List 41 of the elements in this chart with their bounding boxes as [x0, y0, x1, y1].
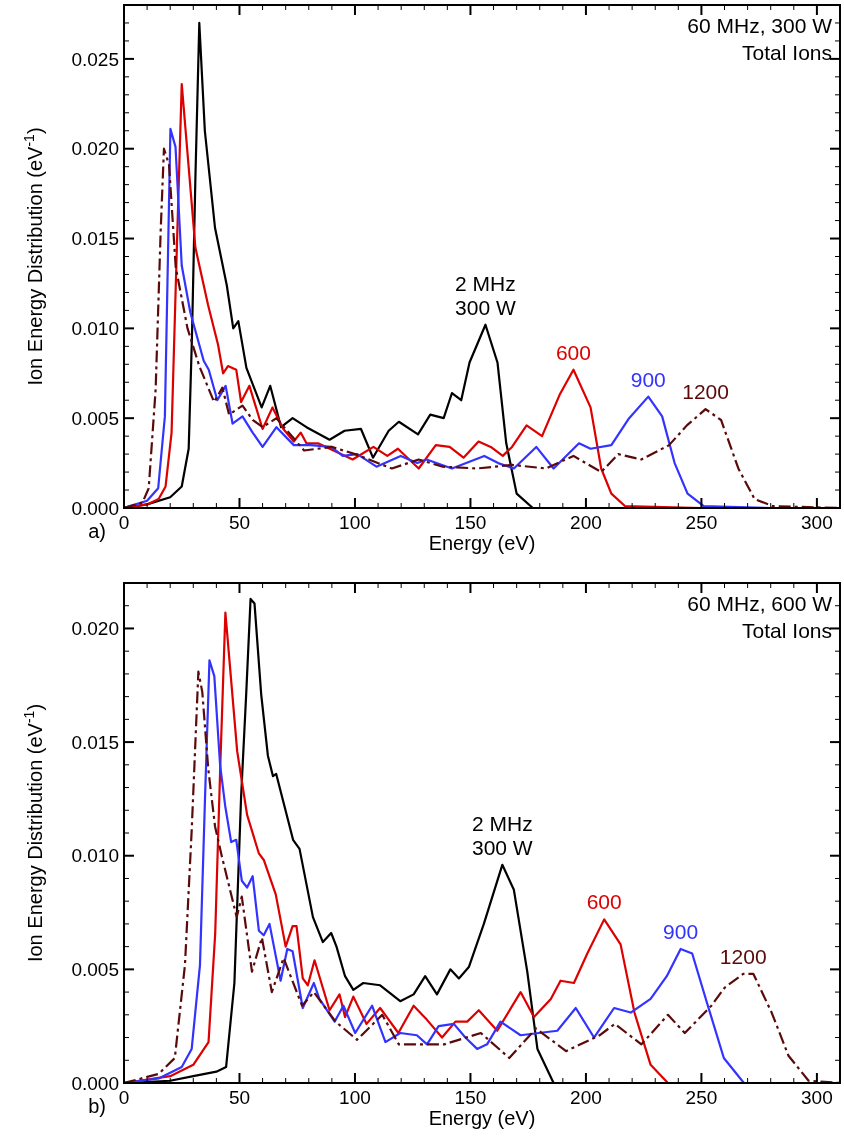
y-tick-label: 0.015 [71, 228, 119, 250]
annotation: 60 MHz, 600 W [687, 592, 833, 615]
series-label: 1200 [719, 944, 767, 968]
x-tick-label: 150 [454, 512, 487, 533]
y-tick-label: 0.025 [71, 48, 119, 70]
text: b) [88, 1095, 106, 1117]
y-tick-label: 0.015 [71, 731, 119, 753]
y-tick-label: 0.010 [71, 318, 119, 340]
x-tick-label: 100 [339, 512, 371, 533]
x-tick-label: 250 [685, 1087, 718, 1108]
y-tick-label: 0.005 [71, 959, 119, 981]
series-label: 900 [630, 367, 666, 391]
x-tick-label: 250 [685, 512, 718, 533]
x-tick-label: 300 [801, 512, 833, 533]
x-axis-title: Energy (eV) [428, 1107, 536, 1129]
x-tick-label: 200 [570, 512, 602, 533]
y-tick-label: 0.000 [71, 497, 119, 519]
y-tick-label: 0.000 [71, 1072, 119, 1094]
x-tick-label: 300 [801, 1087, 833, 1108]
series-label: 600 [586, 890, 622, 914]
x-tick-label: 200 [570, 1087, 602, 1108]
y-tick-label: 0.005 [71, 407, 119, 429]
annotation: Total Ions [742, 619, 832, 642]
text: a) [88, 520, 106, 542]
y-tick-label: 0.020 [71, 138, 119, 160]
x-tick-label: 150 [454, 1087, 487, 1108]
series-label: 2 MHz 300 W [455, 271, 516, 319]
x-tick-label: 100 [339, 1087, 371, 1108]
x-tick-label: 0 [118, 1087, 130, 1108]
annotation: 60 MHz, 300 W [687, 14, 833, 37]
series-label: 600 [555, 340, 591, 364]
series-label: 2 MHz 300 W [471, 811, 533, 859]
x-axis-title: Energy (eV) [428, 532, 536, 554]
x-tick-label: 50 [228, 512, 251, 533]
y-tick-label: 0.010 [71, 845, 119, 867]
x-tick-label: 50 [228, 1087, 251, 1108]
series-label: 1200 [682, 380, 729, 404]
series-label: 900 [663, 919, 699, 943]
annotation: Total Ions [742, 41, 832, 64]
y-tick-label: 0.020 [71, 618, 119, 640]
x-tick-label: 0 [118, 512, 130, 533]
